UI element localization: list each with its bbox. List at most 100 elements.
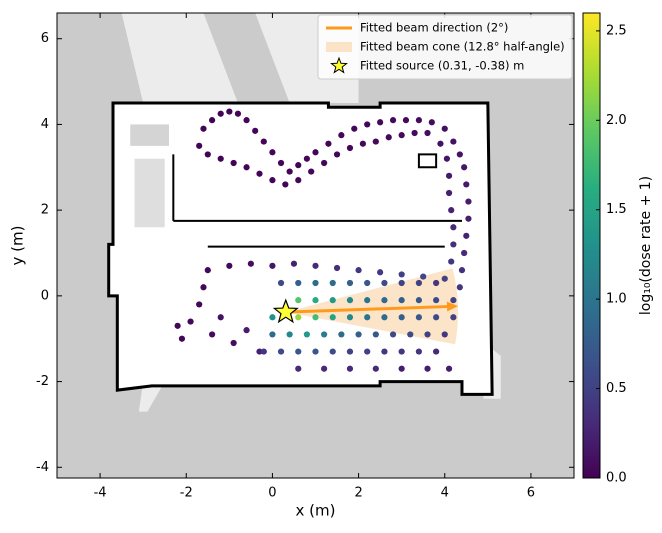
- point: [445, 172, 453, 179]
- point: [346, 144, 354, 152]
- obstacle: [419, 154, 436, 167]
- point: [303, 155, 310, 162]
- colorbar-tick-label: 2.5: [606, 23, 627, 38]
- point: [415, 279, 422, 287]
- point: [364, 121, 371, 128]
- point: [398, 365, 405, 372]
- point: [456, 284, 463, 291]
- point: [450, 314, 457, 321]
- point: [295, 177, 302, 184]
- point: [234, 110, 242, 117]
- legend-label: Fitted beam direction (2°): [360, 21, 508, 35]
- y-tick-label: 0: [41, 288, 49, 303]
- point: [355, 331, 362, 338]
- point: [346, 314, 354, 321]
- point: [204, 267, 211, 274]
- legend-label: Fitted source (0.31, -0.38) m: [360, 59, 524, 73]
- plot-frame: [56, 12, 575, 479]
- point: [329, 314, 336, 321]
- colorbar-tick-label: 2.0: [606, 113, 627, 128]
- colorbar-tick-label: 1.0: [606, 292, 627, 307]
- legend-box: [317, 14, 573, 80]
- x-tick-label: 2: [354, 486, 362, 501]
- point: [346, 297, 354, 304]
- colorbar-tick-label: 1.5: [606, 202, 627, 217]
- point: [187, 318, 194, 325]
- x-tick-label: 0: [268, 486, 276, 501]
- point: [398, 348, 405, 355]
- point: [402, 117, 410, 124]
- point: [338, 331, 345, 338]
- legend-label: Fitted beam cone (12.8° half-angle): [360, 40, 565, 54]
- point: [217, 314, 224, 321]
- point: [433, 297, 440, 304]
- point: [226, 108, 233, 115]
- point: [458, 267, 466, 274]
- point: [243, 117, 250, 124]
- point: [355, 267, 362, 274]
- colorbar-tick-label: 0.5: [606, 381, 627, 396]
- point: [312, 149, 319, 156]
- point: [428, 119, 435, 126]
- point: [260, 348, 267, 355]
- point: [389, 117, 397, 124]
- point: [321, 365, 328, 372]
- point: [424, 331, 431, 338]
- point: [260, 138, 267, 145]
- colorbar-fill: [582, 12, 601, 479]
- point: [329, 279, 336, 287]
- point: [295, 297, 302, 304]
- point: [381, 348, 388, 355]
- point: [433, 314, 440, 321]
- point: [243, 327, 250, 334]
- point: [372, 331, 379, 338]
- point: [200, 125, 207, 132]
- point: [325, 140, 332, 147]
- colorbar-tick-label: 0.0: [606, 471, 627, 486]
- corridor: [173, 220, 462, 247]
- point: [441, 331, 448, 338]
- y-tick-label: 4: [41, 117, 49, 132]
- point: [433, 279, 440, 287]
- point: [217, 110, 224, 117]
- point: [303, 331, 310, 338]
- point: [346, 279, 354, 287]
- point: [196, 142, 203, 149]
- point: [329, 348, 336, 355]
- point: [312, 314, 319, 321]
- clutter: [130, 124, 170, 146]
- point: [381, 279, 388, 287]
- point: [209, 117, 216, 124]
- point: [295, 314, 302, 321]
- point: [437, 140, 444, 147]
- point: [269, 177, 276, 184]
- point: [321, 159, 328, 167]
- point: [445, 189, 453, 197]
- point: [372, 138, 379, 145]
- point: [415, 297, 422, 304]
- marks: [174, 108, 472, 372]
- point: [277, 279, 285, 287]
- point: [372, 365, 379, 372]
- point: [295, 365, 302, 372]
- y-tick-label: -2: [36, 374, 49, 389]
- beam-cone: [285, 268, 459, 345]
- point: [295, 348, 302, 355]
- point: [333, 264, 341, 272]
- point: [415, 348, 422, 355]
- point: [433, 348, 440, 355]
- x-tick-label: 6: [527, 486, 535, 501]
- point: [448, 258, 455, 265]
- point: [269, 314, 276, 321]
- point: [389, 331, 397, 338]
- point: [461, 164, 468, 171]
- point: [312, 297, 319, 304]
- point: [465, 215, 472, 222]
- point: [441, 125, 448, 132]
- point: [256, 170, 263, 177]
- point: [209, 331, 216, 338]
- point: [346, 348, 354, 355]
- map: [109, 13, 501, 412]
